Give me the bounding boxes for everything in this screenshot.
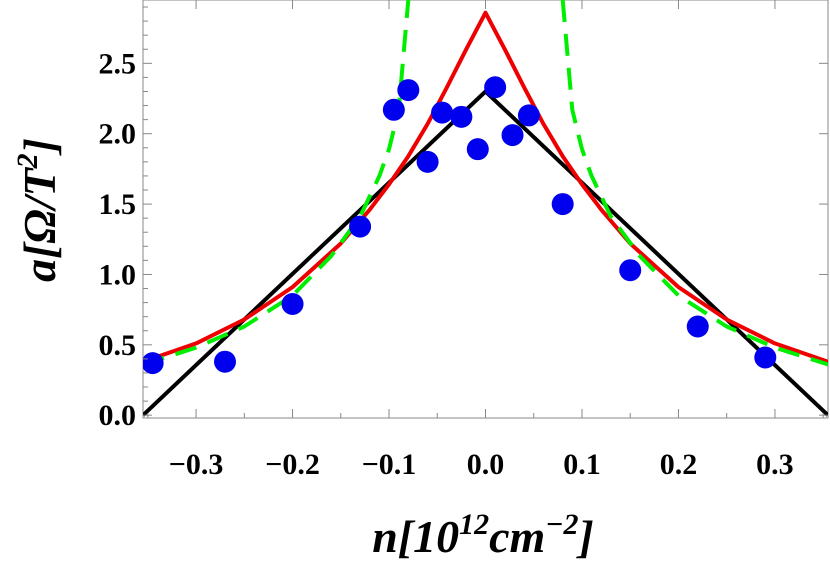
x-axis-title: n[1012cm−2]: [372, 508, 594, 562]
series-line-1: [143, 89, 828, 417]
y-tick-label: 1.5: [99, 188, 137, 221]
data-point: [397, 79, 420, 102]
y-tick-label: 2.5: [99, 47, 137, 80]
data-point: [686, 315, 709, 338]
x-tick-label: 0.0: [467, 448, 505, 481]
y-tick-label: 0.0: [99, 399, 137, 432]
series-line-3: [143, 0, 411, 367]
data-point: [619, 259, 642, 282]
plot-frame: [142, 0, 829, 419]
data-point: [281, 293, 304, 315]
x-tick-label: −0.3: [169, 448, 224, 481]
x-tick-label: 0.3: [756, 448, 794, 481]
data-point: [466, 138, 489, 161]
data-point: [382, 98, 405, 121]
plot-area: [142, 0, 829, 419]
y-tick-label: 2.0: [99, 118, 137, 151]
y-axis: 0.0 0.5 1.0 1.5 2.0 2.5: [99, 6, 828, 432]
data-point: [754, 346, 777, 369]
series-line-2: [143, 10, 828, 364]
x-axis: −0.3 −0.2 −0.1 0.0 0.1 0.2 0.3: [147, 0, 824, 481]
data-point: [484, 76, 507, 99]
series-lines: [143, 0, 828, 417]
y-axis-title-close: ]: [14, 138, 65, 156]
y-axis-title: a[Ω/T2]: [11, 138, 65, 282]
x-tick-label: −0.1: [362, 448, 417, 481]
x-tick-label: −0.2: [265, 448, 320, 481]
data-point: [349, 215, 372, 238]
data-point: [143, 352, 164, 375]
series-line-3: [560, 0, 828, 367]
y-tick-label: 1.0: [99, 258, 137, 291]
x-axis-title-close: ]: [575, 511, 593, 562]
data-point: [551, 193, 574, 216]
data-point: [214, 350, 237, 373]
y-tick-label: 0.5: [99, 329, 137, 362]
data-point: [501, 124, 524, 147]
data-point: [517, 104, 540, 127]
series-points: [143, 76, 777, 375]
data-point: [416, 150, 439, 173]
x-axis-title-base: n[10: [372, 511, 459, 562]
x-tick-label: 0.2: [660, 448, 698, 481]
x-axis-title-unit: cm: [489, 511, 545, 562]
y-axis-title-base: a[Ω/T: [14, 167, 65, 282]
x-tick-label: 0.1: [563, 448, 601, 481]
y-axis-title-exp: 2: [11, 153, 44, 169]
x-axis-title-exp2: −2: [545, 508, 578, 541]
x-axis-title-exp1: 12: [459, 508, 489, 541]
data-point: [431, 101, 454, 124]
data-point: [450, 105, 473, 128]
